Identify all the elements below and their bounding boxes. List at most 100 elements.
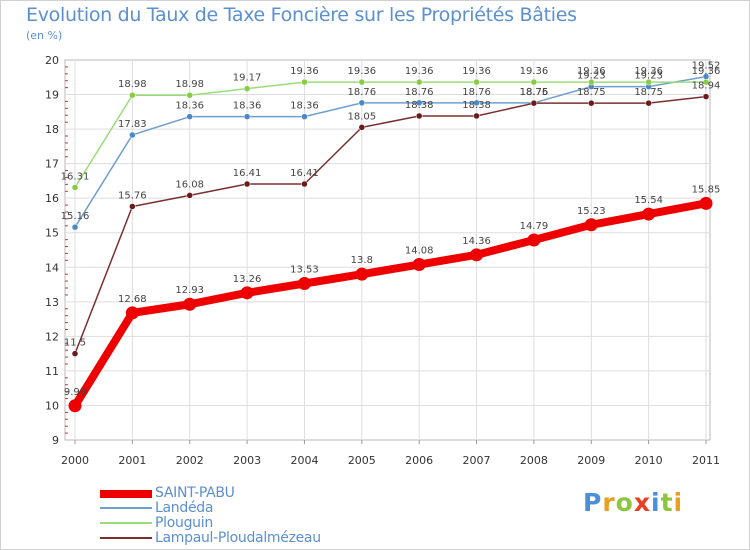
series-line-plouguin — [74, 81, 707, 189]
legend-label-landeda: Landéda — [155, 500, 214, 516]
series-saint-pabu — [68, 196, 713, 413]
data-label-landeda: 18.36 — [290, 101, 319, 112]
data-point-landeda — [186, 113, 193, 120]
data-label-landeda: 17.83 — [118, 119, 147, 130]
data-point-saint-pabu — [240, 286, 254, 300]
y-tick-label: 20 — [45, 54, 59, 67]
data-point-plouguin — [243, 85, 251, 92]
data-label-plouguin: 19.36 — [405, 66, 434, 77]
data-label-landeda: 19.23 — [634, 71, 663, 82]
data-label-landeda: 18.76 — [520, 87, 549, 98]
x-tick-label: 2007 — [463, 454, 491, 467]
data-point-lampaul-ploudalmezeau — [702, 93, 710, 100]
data-label-saint-pabu: 9.99 — [64, 387, 86, 398]
data-point-landeda — [358, 99, 366, 107]
x-tick-label: 2001 — [118, 454, 146, 467]
series-line-landeda — [74, 75, 707, 228]
data-label-lampaul-ploudalmezeau: 18.75 — [577, 87, 606, 98]
y-tick-label: 11 — [45, 365, 59, 378]
data-label-layer: 15.16 17.83 18.36 18.36 18.36 18.76 18.76 18.76… — [61, 61, 721, 398]
data-label-lampaul-ploudalmezeau: 15.76 — [118, 190, 147, 201]
data-point-lampaul-ploudalmezeau — [473, 112, 480, 120]
axis-layer: 9 10 11 12 13 14 15 16 17 18 19 20 2000 2001 2002 2003 2… — [45, 54, 720, 467]
data-point-saint-pabu — [699, 196, 713, 210]
x-tick-label: 2003 — [233, 454, 261, 467]
data-label-saint-pabu: 15.85 — [692, 184, 721, 195]
legend-item-lampaul: Lampaul-Ploudalmézeau — [100, 530, 360, 546]
x-tick-label: 2011 — [692, 454, 720, 467]
y-tick-label: 13 — [45, 296, 59, 309]
data-point-plouguin — [186, 91, 193, 99]
data-point-plouguin — [71, 184, 79, 191]
data-point-saint-pabu — [527, 233, 541, 247]
y-tick-label: 14 — [45, 261, 59, 274]
x-tick-label: 2000 — [61, 454, 89, 467]
data-label-lampaul-ploudalmezeau: 18.75 — [520, 87, 549, 98]
logo-letter: x — [633, 488, 651, 517]
data-label-landeda: 19.23 — [577, 71, 606, 82]
data-label-lampaul-ploudalmezeau: 16.41 — [233, 168, 262, 179]
logo-letter: t — [660, 488, 674, 517]
data-label-plouguin: 19.36 — [290, 66, 319, 77]
chart-title: Evolution du Taux de Taxe Foncière sur l… — [26, 4, 577, 26]
data-point-plouguin — [415, 78, 423, 86]
data-label-plouguin: 19.36 — [692, 66, 721, 77]
chart-subtitle: (en %) — [26, 29, 63, 42]
legend-swatch-lampaul — [100, 537, 152, 539]
y-tick-label: 18 — [45, 123, 59, 136]
data-label-plouguin: 19.36 — [347, 66, 376, 77]
x-tick-label: 2008 — [520, 454, 548, 467]
data-label-lampaul-ploudalmezeau: 18.38 — [405, 100, 434, 111]
data-label-lampaul-ploudalmezeau: 11.5 — [64, 338, 86, 349]
data-label-lampaul-ploudalmezeau: 18.38 — [462, 100, 491, 111]
data-point-lampaul-ploudalmezeau — [588, 99, 595, 107]
data-point-plouguin — [301, 78, 308, 86]
data-label-lampaul-ploudalmezeau: 18.75 — [634, 87, 663, 98]
data-label-landeda: 18.76 — [462, 87, 491, 98]
legend-item-plouguin: Plouguin — [100, 515, 360, 531]
y-tick-label: 10 — [45, 399, 59, 412]
data-point-landeda — [473, 99, 480, 107]
data-label-lampaul-ploudalmezeau: 18.94 — [692, 81, 721, 92]
legend-label-saint-pabu: SAINT-PABU — [155, 485, 235, 501]
logo-letter: i — [673, 488, 684, 517]
x-tick-label: 2004 — [290, 454, 318, 467]
legend-swatch-saint-pabu — [100, 490, 152, 498]
series-plouguin — [71, 78, 710, 191]
y-tick-label: 16 — [45, 192, 59, 205]
data-label-lampaul-ploudalmezeau: 16.08 — [175, 179, 204, 190]
y-tick-label: 9 — [52, 434, 59, 447]
data-label-saint-pabu: 12.68 — [118, 294, 147, 305]
data-point-landeda — [71, 223, 79, 231]
data-point-lampaul-ploudalmezeau — [415, 112, 423, 120]
data-label-landeda: 18.76 — [405, 87, 434, 98]
data-label-saint-pabu: 14.08 — [405, 246, 434, 257]
x-tick-label: 2010 — [635, 454, 663, 467]
data-label-plouguin: 19.17 — [233, 73, 262, 84]
x-tick-label: 2009 — [577, 454, 605, 467]
data-point-plouguin — [702, 78, 710, 86]
data-point-saint-pabu — [470, 248, 484, 262]
data-label-plouguin: 18.98 — [118, 79, 147, 90]
data-point-lampaul-ploudalmezeau — [301, 180, 308, 188]
data-label-landeda: 18.76 — [347, 87, 376, 98]
logo-letter: o — [615, 488, 634, 517]
data-point-plouguin — [358, 78, 366, 86]
legend-swatch-plouguin — [100, 522, 152, 524]
data-point-landeda — [415, 99, 423, 107]
data-point-lampaul-ploudalmezeau — [243, 180, 251, 188]
data-label-plouguin: 16.31 — [61, 171, 90, 182]
data-label-saint-pabu: 13.8 — [351, 255, 373, 266]
data-label-plouguin: 18.98 — [175, 79, 204, 90]
data-point-plouguin — [473, 78, 480, 86]
series-line-lampaul-ploudalmezeau — [74, 95, 707, 355]
legend-item-saint-pabu: SAINT-PABU — [100, 485, 360, 501]
data-label-landeda: 15.16 — [61, 211, 90, 222]
data-label-lampaul-ploudalmezeau: 16.41 — [290, 168, 319, 179]
data-point-saint-pabu — [183, 297, 197, 311]
data-point-saint-pabu — [68, 399, 82, 413]
data-point-lampaul-ploudalmezeau — [71, 350, 79, 357]
series-layer — [68, 73, 713, 413]
legend-item-landeda: Landéda — [100, 500, 360, 516]
